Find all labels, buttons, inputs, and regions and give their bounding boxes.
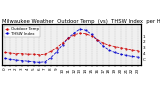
Text: Milwaukee Weather  Outdoor Temp  (vs)  THSW Index  per Hour  (Last 24 Hours): Milwaukee Weather Outdoor Temp (vs) THSW… [2,19,160,24]
Legend: Outdoor Temp, THSW Index: Outdoor Temp, THSW Index [4,26,40,37]
